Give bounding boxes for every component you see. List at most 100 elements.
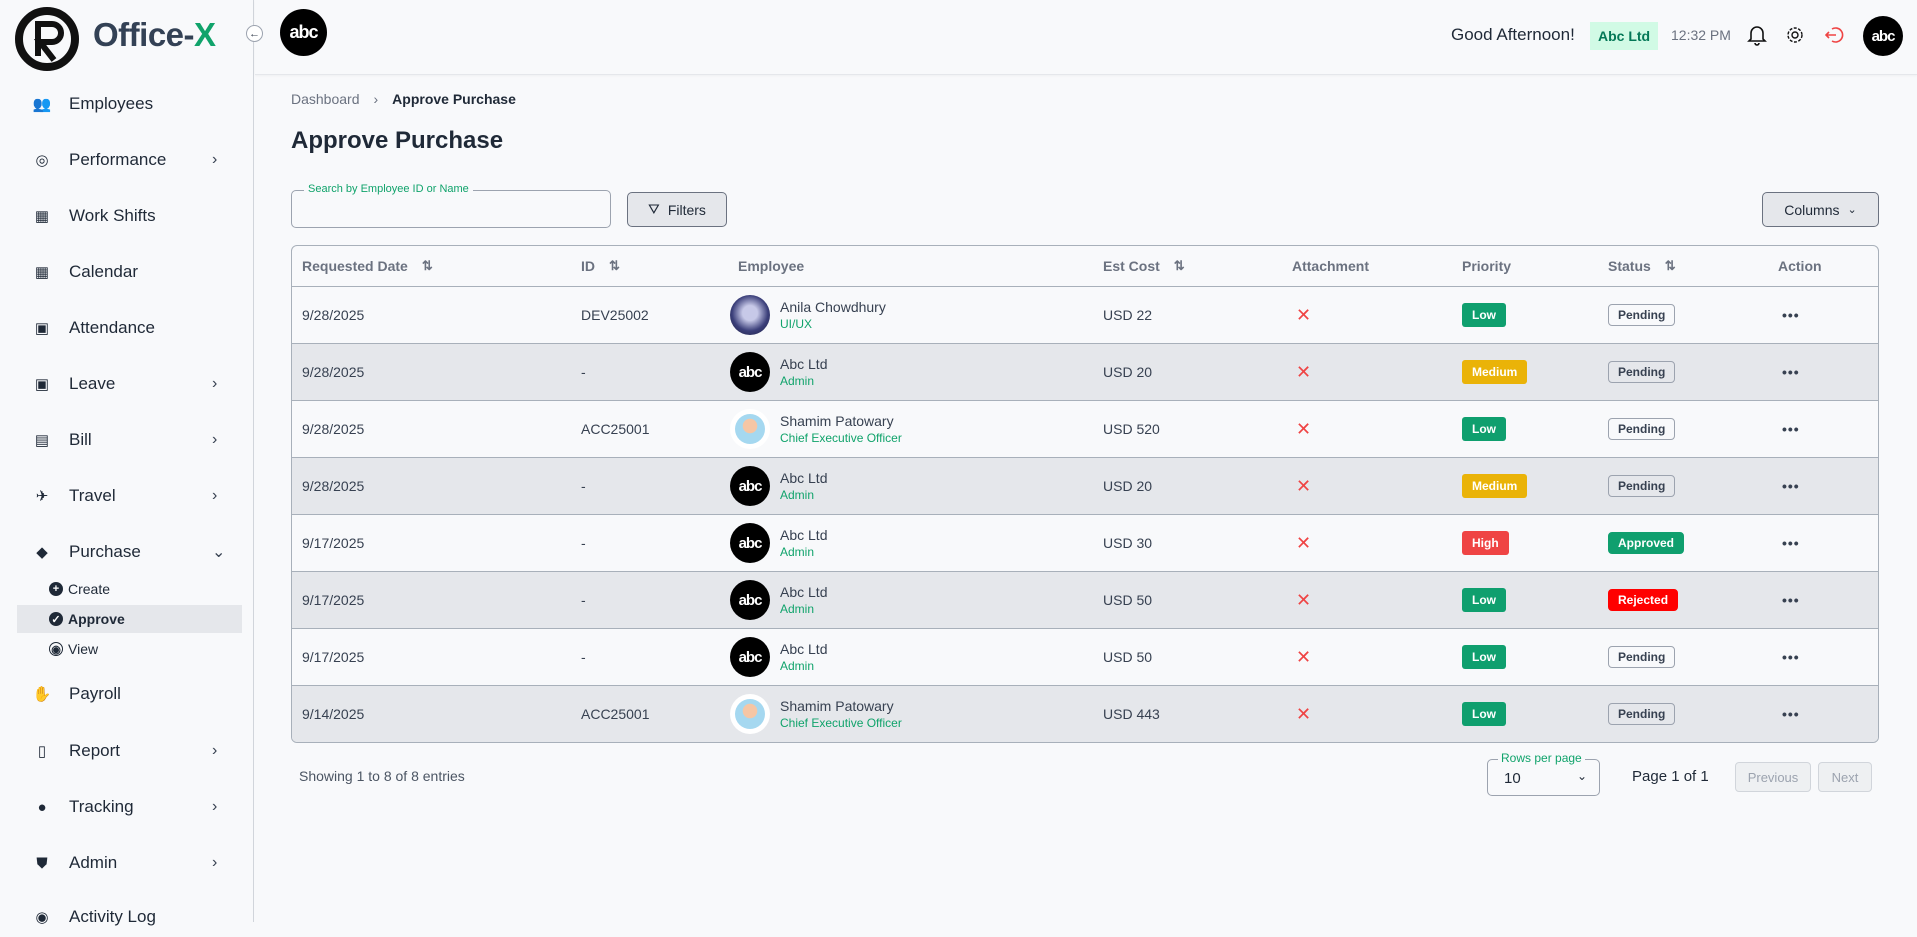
employee-avatar: abc	[730, 580, 770, 620]
sidebar-subitem-view[interactable]: ◉ View	[17, 635, 242, 663]
sort-icon[interactable]: ⇅	[609, 258, 620, 273]
est-cost: USD 520	[1103, 421, 1160, 437]
users-icon: 👥	[32, 96, 52, 113]
sidebar-item-calendar[interactable]: ▦ Calendar	[0, 252, 254, 292]
sidebar-item-leave[interactable]: ▣ Leave ›	[0, 364, 254, 404]
sidebar-item-admin[interactable]: ⛊ Admin ›	[0, 843, 254, 883]
company-logo: abc	[280, 9, 327, 56]
company-badge: Abc Ltd	[1590, 22, 1659, 50]
sidebar-item-payroll[interactable]: ✋ Payroll	[0, 674, 254, 714]
table-row[interactable]: 9/17/2025 - abc Abc Ltd Admin USD 50 ✕ Low…	[292, 628, 1878, 685]
requested-date: 9/17/2025	[302, 592, 365, 608]
breadcrumb-dashboard[interactable]: Dashboard	[291, 91, 360, 107]
table-row[interactable]: 9/17/2025 - abc Abc Ltd Admin USD 30 ✕ Hig…	[292, 514, 1878, 571]
table-row[interactable]: 9/28/2025 - abc Abc Ltd Admin USD 20 ✕ Med…	[292, 457, 1878, 514]
plane-icon: ✈	[35, 488, 49, 505]
sidebar-item-label: Activity Log	[69, 907, 156, 926]
sidebar-item-report[interactable]: ▯ Report ›	[0, 731, 254, 771]
search-input[interactable]	[292, 191, 610, 227]
sidebar-subitem-create[interactable]: + Create	[17, 575, 242, 603]
sort-icon[interactable]: ⇅	[421, 258, 433, 273]
more-actions-icon[interactable]: •••	[1782, 421, 1800, 437]
gear-icon[interactable]	[1786, 26, 1804, 44]
more-actions-icon[interactable]: •••	[1782, 649, 1800, 665]
filters-button[interactable]: ⛛ Filters	[627, 192, 727, 227]
rows-per-page-select[interactable]: Rows per page 10 ⌄	[1487, 751, 1600, 796]
sidebar-item-tracking[interactable]: ● Tracking ›	[0, 787, 254, 827]
sidebar-item-performance[interactable]: ◎ Performance ›	[0, 140, 254, 180]
chevron-right-icon: ›	[212, 151, 218, 168]
logout-icon[interactable]	[1825, 26, 1844, 44]
more-actions-icon[interactable]: •••	[1782, 706, 1800, 722]
priority-badge: Low	[1462, 702, 1506, 726]
table-row[interactable]: 9/28/2025 ACC25001 Shamim Patowary Chief …	[292, 400, 1878, 457]
sidebar-item-activity-log[interactable]: ◉ Activity Log	[0, 897, 254, 937]
more-actions-icon[interactable]: •••	[1782, 364, 1800, 380]
no-attachment-icon: ✕	[1296, 703, 1312, 724]
column-header[interactable]: Est Cost ⇅	[1103, 258, 1185, 274]
table-row[interactable]: 9/14/2025 ACC25001 Shamim Patowary Chief …	[292, 685, 1878, 742]
employee-cell: abc Abc Ltd Admin	[730, 523, 827, 563]
column-header[interactable]: Requested Date ⇅	[302, 258, 433, 274]
top-header	[255, 0, 1917, 75]
clock: 12:32 PM	[1671, 27, 1731, 43]
employee-name: Abc Ltd	[780, 356, 828, 372]
requested-date: 9/17/2025	[302, 535, 365, 551]
sidebar-item-label: Admin	[69, 853, 118, 872]
table-row[interactable]: 9/28/2025 DEV25002 Anila Chowdhury UI/UX …	[292, 286, 1878, 343]
request-id: -	[581, 478, 586, 494]
sidebar-subitem-label: Approve	[68, 611, 125, 627]
est-cost: USD 30	[1103, 535, 1153, 551]
employee-cell: Anila Chowdhury UI/UX	[730, 295, 886, 335]
sidebar-item-label: Employees	[69, 94, 154, 113]
columns-button[interactable]: Columns ⌄	[1762, 192, 1879, 227]
table-row[interactable]: 9/28/2025 - abc Abc Ltd Admin USD 20 ✕ Med…	[292, 343, 1878, 400]
priority-badge: Low	[1462, 303, 1506, 327]
sort-icon[interactable]: ⇅	[1664, 258, 1676, 273]
calendar-tick-icon: ▣	[34, 320, 50, 337]
status-badge: Approved	[1608, 532, 1685, 554]
request-id: DEV25002	[581, 307, 649, 323]
employee-name: Abc Ltd	[780, 584, 828, 600]
sort-icon[interactable]: ⇅	[1173, 258, 1185, 273]
sidebar-item-employees[interactable]: 👥 Employees	[0, 84, 254, 124]
sidebar-item-bill[interactable]: ▤ Bill ›	[0, 420, 254, 460]
requested-date: 9/28/2025	[302, 478, 365, 494]
chevron-right-icon: ›	[212, 375, 218, 392]
column-header: Attachment	[1292, 258, 1370, 274]
requested-date: 9/28/2025	[302, 364, 365, 380]
employee-name: Abc Ltd	[780, 470, 828, 486]
column-header[interactable]: Status ⇅	[1608, 258, 1676, 274]
collapse-sidebar-button[interactable]: ←	[246, 25, 263, 42]
previous-button[interactable]: Previous	[1735, 762, 1811, 792]
table-header: Requested Date ⇅ ID ⇅ Employee Est Cost ⇅ Attac…	[292, 246, 1878, 286]
eye-icon: ◉	[49, 642, 63, 656]
status-badge: Pending	[1608, 361, 1676, 383]
sidebar-item-travel[interactable]: ✈ Travel ›	[0, 476, 254, 516]
table-row[interactable]: 9/17/2025 - abc Abc Ltd Admin USD 50 ✕ Low…	[292, 571, 1878, 628]
sidebar-item-label: Work Shifts	[69, 206, 156, 225]
sidebar-item-purchase[interactable]: ◆ Purchase ⌄	[0, 532, 254, 572]
sidebar-item-label: Tracking	[69, 797, 134, 816]
more-actions-icon[interactable]: •••	[1782, 478, 1800, 494]
request-id: ACC25001	[581, 706, 650, 722]
no-attachment-icon: ✕	[1296, 361, 1312, 382]
column-header[interactable]: ID ⇅	[581, 258, 620, 274]
bell-icon[interactable]	[1747, 24, 1767, 46]
no-attachment-icon: ✕	[1296, 532, 1312, 553]
filter-icon: ⛛	[648, 201, 660, 217]
user-avatar[interactable]: abc	[1863, 16, 1903, 56]
sidebar-item-work-shifts[interactable]: ▦ Work Shifts	[0, 196, 254, 236]
est-cost: USD 50	[1103, 649, 1153, 665]
priority-badge: Low	[1462, 588, 1506, 612]
employee-name: Shamim Patowary	[780, 698, 894, 714]
sidebar-subitem-approve[interactable]: ✓ Approve	[17, 605, 242, 633]
more-actions-icon[interactable]: •••	[1782, 592, 1800, 608]
column-header: Action	[1778, 258, 1822, 274]
sidebar-item-attendance[interactable]: ▣ Attendance	[0, 308, 254, 348]
status-badge: Pending	[1608, 646, 1676, 668]
more-actions-icon[interactable]: •••	[1782, 535, 1800, 551]
app-name: Office-X	[93, 16, 216, 53]
next-button[interactable]: Next	[1818, 762, 1872, 792]
more-actions-icon[interactable]: •••	[1782, 307, 1800, 323]
